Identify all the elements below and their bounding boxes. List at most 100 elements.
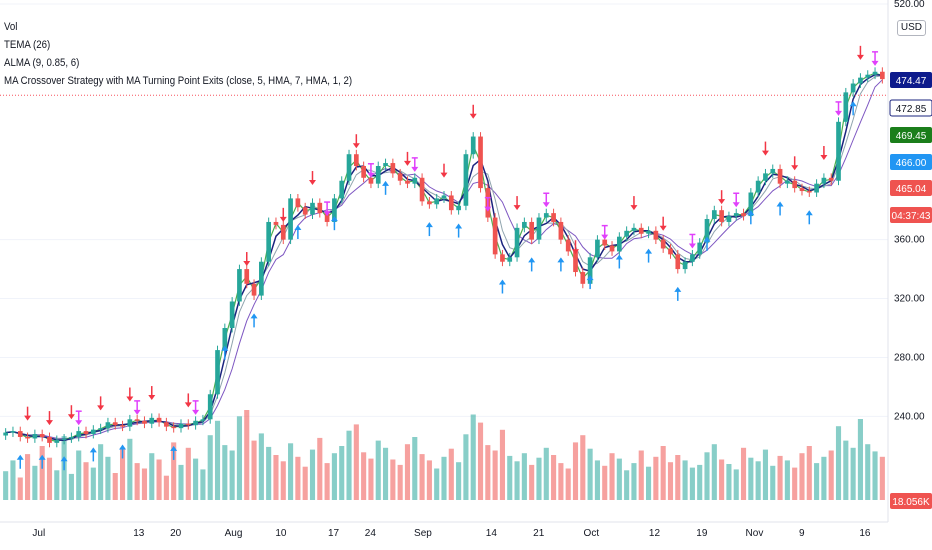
volume-bar: [434, 468, 440, 500]
price-tick-label: 360.00: [894, 235, 925, 246]
arrow-head: [688, 243, 696, 249]
arrow-head: [747, 210, 755, 216]
arrow-head: [871, 60, 879, 66]
arrow-head: [856, 54, 864, 60]
candle-body: [397, 173, 403, 181]
ma-slow-line: [5, 75, 883, 441]
price-tick-label: 320.00: [894, 294, 925, 305]
volume-bar: [309, 449, 316, 500]
volume-bar: [54, 470, 60, 500]
candle-body: [821, 177, 827, 184]
arrow-head: [75, 420, 83, 426]
arrow-head: [192, 409, 200, 415]
candle-body: [127, 419, 133, 427]
volume-bar: [850, 447, 856, 500]
indicator-legend: Vol TEMA (26) ALMA (9, 0.85, 6) MA Cross…: [4, 18, 352, 90]
exit-arrow: [601, 225, 609, 240]
candle-body: [259, 261, 264, 296]
candle-body: [470, 136, 476, 155]
time-axis[interactable]: Jul 13 20 Aug 10 17 24 Sep 14 21 Oct 12 19 Nov 9 16: [0, 521, 888, 539]
candle-body: [441, 195, 447, 199]
long-entry-arrow: [674, 286, 682, 301]
candle-body: [638, 227, 644, 234]
arrow-head: [703, 236, 711, 242]
candle-body: [595, 239, 600, 258]
exit-arrow: [484, 197, 492, 212]
exit-arrow: [192, 400, 200, 415]
volume-bar: [689, 467, 695, 500]
arrow-head: [645, 248, 653, 254]
volume-bar: [258, 433, 264, 500]
candle-body: [47, 436, 52, 443]
arrow-head: [67, 414, 75, 420]
volume-bar: [755, 461, 761, 500]
exit-arrow: [542, 193, 550, 208]
legend-strategy[interactable]: MA Crossover Strategy with MA Turning Po…: [4, 75, 353, 87]
candle-body: [682, 261, 688, 270]
ma-fast-line: [5, 72, 883, 443]
volume-bar: [551, 455, 557, 500]
price-tag: 474.47: [890, 72, 932, 88]
price-tag-bg: [890, 154, 932, 170]
candle-body: [405, 180, 410, 184]
arrow-head: [184, 402, 192, 408]
arrow-head: [732, 202, 740, 208]
candle-body: [785, 180, 790, 184]
volume-bars: [3, 410, 885, 500]
candle-body: [332, 198, 337, 222]
volume-bar: [521, 453, 527, 500]
short-entry-arrow: [440, 163, 448, 178]
time-tick-label: 14: [486, 528, 498, 539]
price-tag-label: 474.47: [896, 76, 927, 87]
currency-badge[interactable]: USD: [896, 20, 926, 36]
arrow-head: [330, 216, 338, 222]
candle-body: [83, 431, 89, 435]
volume-bar: [821, 456, 827, 500]
candle-body: [178, 423, 184, 429]
short-entry-arrow: [820, 146, 828, 160]
price-axis[interactable]: 520.00 360.00 320.00 280.00 240.00: [887, 0, 925, 522]
alma-line: [5, 79, 883, 440]
candle-body: [806, 191, 812, 193]
candle-body: [142, 420, 147, 424]
arrow-head: [498, 279, 506, 285]
arrow-head: [513, 205, 521, 211]
candle-body: [770, 168, 776, 174]
volume-bar: [156, 459, 162, 500]
arrow-head: [403, 160, 411, 166]
long-entry-arrow: [645, 248, 653, 263]
volume-bar: [25, 454, 31, 500]
volume-bar: [193, 458, 199, 500]
volume-bar: [646, 466, 652, 500]
candle-body: [828, 177, 834, 181]
arrow-head: [791, 165, 799, 171]
candle-body: [339, 180, 345, 199]
candle-body: [558, 221, 564, 240]
candle-body: [156, 417, 162, 423]
candle-body: [390, 163, 396, 174]
legend-vol[interactable]: Vol: [4, 21, 18, 33]
chart-grid: [0, 3, 888, 417]
candle-body: [346, 154, 352, 181]
price-tag-bg: [890, 180, 932, 196]
candle-body: [543, 213, 549, 218]
candle-body: [880, 71, 885, 80]
candle-body: [419, 177, 425, 202]
legend-tema[interactable]: TEMA (26): [4, 39, 51, 51]
volume-bar: [346, 430, 352, 500]
moving-average-lines: [0, 72, 888, 443]
volume-bar: [529, 464, 535, 500]
candle-body: [273, 221, 279, 225]
arrow-head: [440, 172, 448, 178]
long-entry-arrow: [38, 454, 46, 469]
legend-alma[interactable]: ALMA (9, 0.85, 6): [4, 57, 80, 69]
short-entry-arrow: [856, 45, 864, 60]
candle-body: [711, 210, 717, 220]
exit-arrow: [688, 234, 696, 249]
arrow-head: [279, 216, 287, 222]
candle-body: [61, 438, 67, 440]
exit-arrow: [75, 411, 83, 426]
arrow-head: [126, 396, 134, 402]
short-entry-arrow: [469, 104, 477, 119]
